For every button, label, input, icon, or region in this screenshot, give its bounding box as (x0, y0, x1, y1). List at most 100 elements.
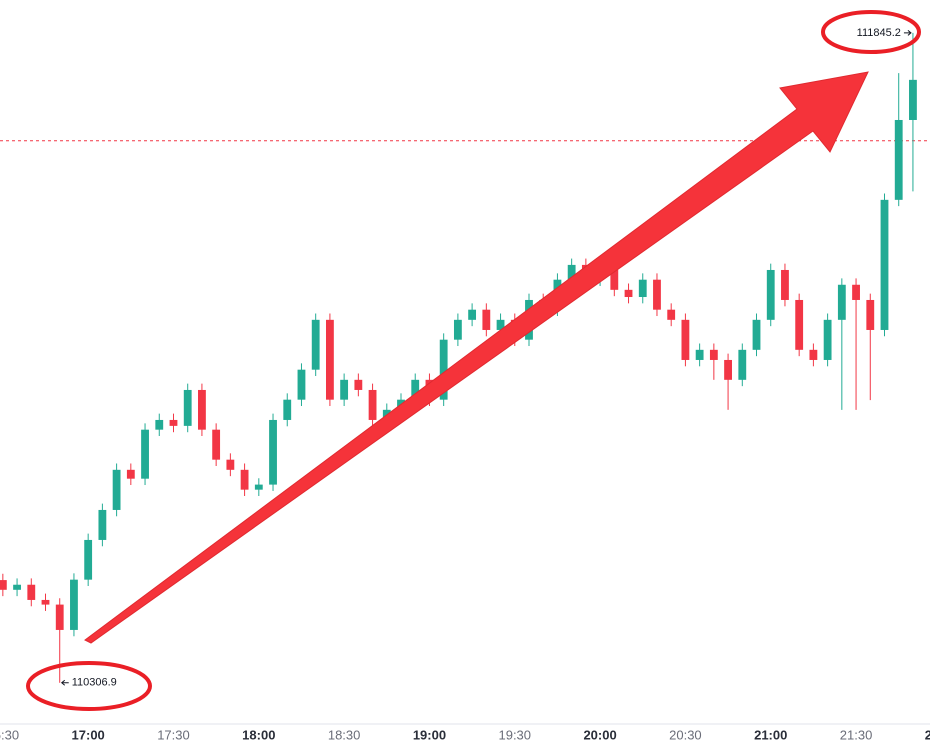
candle-body (781, 269, 789, 300)
candle-body (638, 279, 647, 298)
candle (837, 278, 846, 410)
x-tick-label: 20:00 (583, 727, 616, 742)
candle-body (112, 469, 121, 510)
candle (866, 293, 875, 401)
candle (169, 413, 178, 433)
candle-body (269, 419, 277, 485)
candle-body (141, 429, 149, 479)
candle-body (852, 284, 860, 300)
candle (112, 463, 121, 517)
candle-body (752, 319, 761, 350)
candle (212, 423, 221, 467)
x-tick-label: 21:00 (754, 727, 787, 742)
candle-body (695, 349, 704, 360)
candle (240, 463, 249, 497)
candle-body (27, 584, 36, 600)
candle (70, 573, 78, 637)
candle-body (283, 399, 292, 420)
low-circle (26, 661, 152, 711)
candle-body (183, 389, 192, 426)
candle-body (880, 199, 889, 330)
candle-body (468, 309, 477, 320)
candle (325, 313, 334, 407)
candle-body (169, 419, 178, 426)
candle-body (368, 389, 377, 420)
candle-body (453, 319, 462, 340)
candle-body (411, 379, 420, 400)
candle-body (297, 369, 306, 400)
candle (482, 303, 491, 337)
candle (439, 333, 448, 407)
candle-body (13, 584, 21, 590)
candle (781, 263, 789, 307)
candle-body (610, 269, 619, 290)
candle (653, 273, 661, 317)
x-tick-label: 19:30 (498, 727, 531, 742)
candle-body (126, 469, 135, 479)
candle-body (795, 299, 804, 350)
low-label-arrow (60, 679, 69, 686)
candle (198, 383, 206, 437)
candle (254, 478, 263, 497)
candle (894, 73, 903, 207)
candle (0, 573, 7, 597)
candle (41, 593, 50, 611)
candle (340, 373, 349, 407)
candle-body (354, 379, 363, 390)
candle-body (41, 599, 50, 605)
candle-body (198, 389, 206, 430)
candle-body (809, 349, 818, 360)
candle (283, 393, 292, 427)
candle-body (254, 484, 263, 490)
candle (624, 283, 633, 304)
annotations: 111845.2 110306.9 (60, 27, 912, 689)
candle-body (667, 309, 676, 320)
candle-body (482, 309, 491, 330)
candle (84, 533, 93, 586)
candle-body (0, 580, 7, 590)
candle (667, 303, 676, 327)
candle (823, 313, 832, 367)
candle-body (325, 319, 334, 400)
candle-body (55, 604, 64, 630)
candle-body (84, 539, 93, 580)
x-tick-label: 21:30 (840, 727, 873, 742)
candle (141, 423, 149, 486)
candle-body (439, 339, 448, 400)
candle (183, 383, 192, 433)
x-tick-label: 17:30 (157, 727, 190, 742)
x-tick-label: 19:00 (413, 727, 446, 742)
candle (126, 463, 135, 486)
x-axis: 16:30 17:00 17:30 18:00 18:30 19:00 19:30 20:00… (0, 727, 930, 742)
candle (13, 578, 21, 597)
candle-body (567, 264, 576, 280)
x-tick-label: 20:30 (669, 727, 702, 742)
candle-body (681, 319, 690, 360)
candle-body (766, 269, 775, 320)
candle-body (724, 359, 732, 380)
candle-body (837, 284, 846, 320)
candle (695, 343, 704, 367)
x-tick-label: 22:00 (925, 727, 930, 742)
trend-arrow (84, 71, 869, 644)
candle (468, 303, 477, 327)
candle (55, 598, 64, 683)
candle-body (823, 319, 832, 360)
candle (752, 313, 761, 357)
candle-body (311, 319, 320, 370)
candle (724, 353, 732, 410)
low-label: 110306.9 (72, 677, 117, 689)
candle (795, 293, 804, 357)
candle (98, 503, 107, 547)
candle-body (98, 509, 107, 540)
candle-body (894, 119, 903, 200)
candle (809, 343, 818, 367)
candle-body (709, 349, 718, 360)
candle-body (70, 579, 78, 630)
candle (880, 193, 889, 337)
candle (226, 453, 235, 477)
candle (27, 578, 36, 607)
high-label-arrow (903, 29, 912, 36)
candle (368, 383, 377, 427)
